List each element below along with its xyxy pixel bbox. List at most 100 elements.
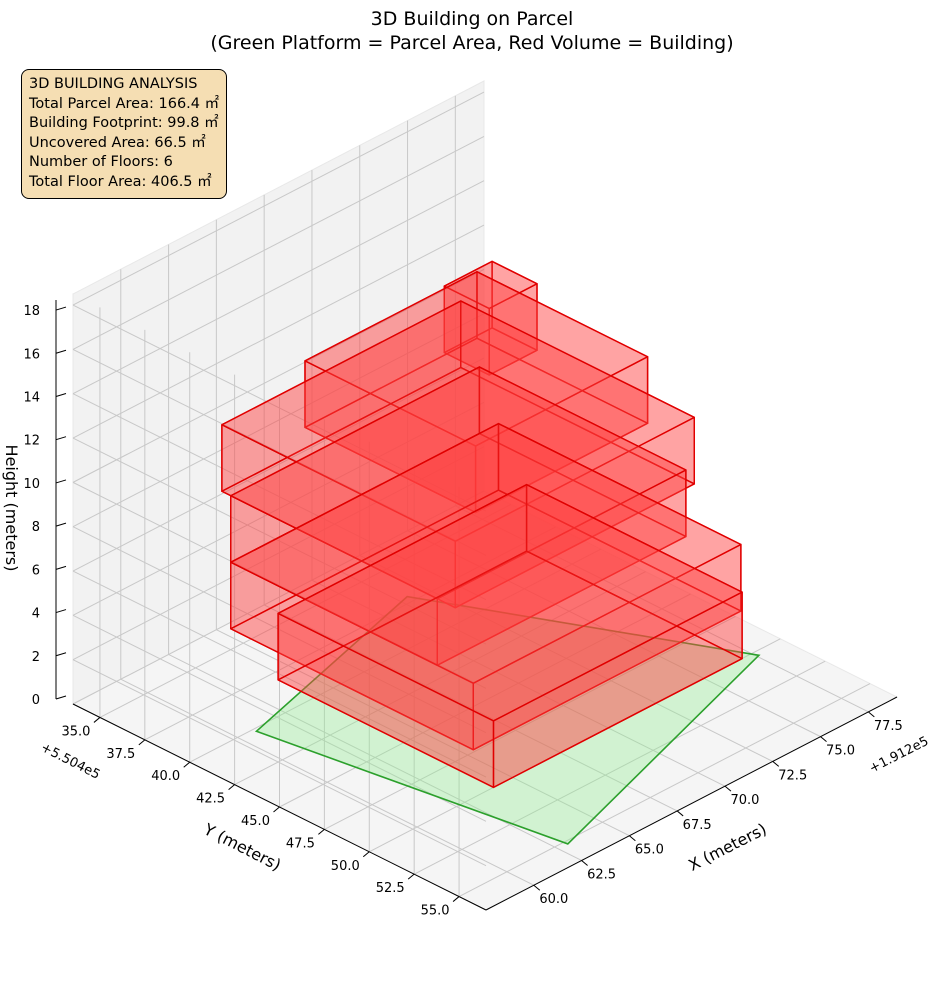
x-tick-label: 77.5 <box>874 719 903 734</box>
grid-line <box>72 268 485 483</box>
z-tick-label: 18 <box>23 304 40 319</box>
info-heading: 3D BUILDING ANALYSIS <box>29 76 198 92</box>
info-line-uncovered: Uncovered Area: 66.5 ㎡ <box>29 134 206 151</box>
floor-6-top-face <box>443 260 538 310</box>
info-line-footprint: Building Footprint: 99.8 ㎡ <box>29 115 219 131</box>
x-tick <box>533 884 541 891</box>
x-axis-line <box>485 696 898 911</box>
grid-line <box>72 614 487 822</box>
z-tick-label: 4 <box>32 607 40 622</box>
grid-line <box>72 180 485 395</box>
y-offset-label: +5.504e5 <box>38 740 102 783</box>
z-tick-label: 12 <box>23 434 40 449</box>
y-tick-label: 45.0 <box>241 814 270 829</box>
analysis-info-box: 3D BUILDING ANALYSIS Total Parcel Area: … <box>21 69 228 199</box>
y-tick-label: 42.5 <box>196 792 225 807</box>
floor-4-top-face <box>221 300 695 542</box>
floor-3-top-face <box>230 366 687 600</box>
grid-line <box>72 304 487 512</box>
z-tick <box>55 436 67 441</box>
x-offset-label: +1.912e5 <box>867 734 931 777</box>
z-tick-label: 10 <box>23 477 40 492</box>
x-tick <box>820 736 827 743</box>
info-line-parcel-area: Total Parcel Area: 166.4 ㎡ <box>29 95 220 112</box>
y-tick-label: 47.5 <box>286 836 315 851</box>
y-tick <box>407 873 415 880</box>
y-tick-label: 35.0 <box>61 724 90 739</box>
z-axis-label: Height (meters) <box>2 445 21 572</box>
z-tick <box>55 609 67 614</box>
z-tick-label: 6 <box>32 563 40 578</box>
x-tick <box>676 810 684 817</box>
y-tick-label: 40.0 <box>151 769 180 784</box>
info-line-floor-area: Total Floor Area: 406.5 ㎡ <box>29 173 212 190</box>
x-tick <box>581 860 588 866</box>
floor-1-top-face <box>277 483 743 722</box>
grid-line <box>72 313 485 528</box>
y-tick <box>228 784 235 790</box>
x-tick-label: 70.0 <box>730 793 759 808</box>
x-tick <box>724 785 732 792</box>
grid-line <box>72 348 487 556</box>
x-tick-label: 67.5 <box>683 818 712 833</box>
z-tick <box>55 306 67 311</box>
y-tick <box>318 829 325 835</box>
grid-line <box>72 481 487 689</box>
grid-line <box>72 490 485 705</box>
y-tick <box>138 739 146 746</box>
z-tick <box>55 522 67 527</box>
grid-line <box>72 224 485 439</box>
info-line-floors: Number of Floors: 6 <box>29 154 173 170</box>
z-tick <box>55 652 67 657</box>
z-tick-label: 0 <box>32 693 40 708</box>
parcel-platform <box>254 595 761 845</box>
z-tick-label: 16 <box>23 347 40 362</box>
grid-line <box>72 437 487 645</box>
y-tick-label: 52.5 <box>376 881 405 896</box>
z-tick <box>55 695 67 700</box>
grid-line <box>234 571 646 786</box>
floor-2-top-face <box>230 422 742 684</box>
z-tick <box>55 393 67 397</box>
grid-line <box>189 548 601 763</box>
y-tick <box>273 806 280 813</box>
z-tick-label: 14 <box>23 390 40 405</box>
y-tick <box>93 717 101 723</box>
grid-line <box>72 393 487 601</box>
grid-line <box>72 401 485 616</box>
grid-line <box>72 91 485 306</box>
grid-line <box>99 503 512 718</box>
z-tick <box>55 479 67 484</box>
x-tick-label: 62.5 <box>587 867 616 882</box>
x-tick <box>868 711 875 718</box>
z-tick <box>55 349 67 354</box>
grid-line <box>72 659 487 867</box>
grid-line <box>72 357 485 572</box>
x-tick-label: 65.0 <box>635 843 664 858</box>
y-tick <box>362 851 370 858</box>
chart-title: 3D Building on Parcel <box>370 8 574 30</box>
x-tick <box>772 761 780 767</box>
x-tick-label: 72.5 <box>778 768 807 783</box>
floor-5-top-face <box>304 271 649 447</box>
grid-line <box>279 593 691 808</box>
x-tick-label: 75.0 <box>826 744 855 759</box>
y-tick <box>183 761 191 768</box>
x-tick-label: 60.0 <box>539 892 568 907</box>
grid-line <box>72 526 487 734</box>
grid-line <box>413 660 826 875</box>
grid-line <box>72 135 485 350</box>
y-tick <box>452 896 460 902</box>
chart-subtitle: (Green Platform = Parcel Area, Red Volum… <box>210 32 734 54</box>
z-tick-label: 8 <box>32 520 40 535</box>
y-tick-label: 55.0 <box>421 904 450 919</box>
y-tick-label: 37.5 <box>106 747 135 762</box>
grid-line <box>458 683 871 898</box>
y-tick-label: 50.0 <box>331 859 360 874</box>
grid-line <box>324 615 736 830</box>
x-tick <box>629 835 636 842</box>
z-tick <box>55 565 67 570</box>
z-tick-label: 2 <box>32 650 40 665</box>
grid-line <box>144 526 557 741</box>
